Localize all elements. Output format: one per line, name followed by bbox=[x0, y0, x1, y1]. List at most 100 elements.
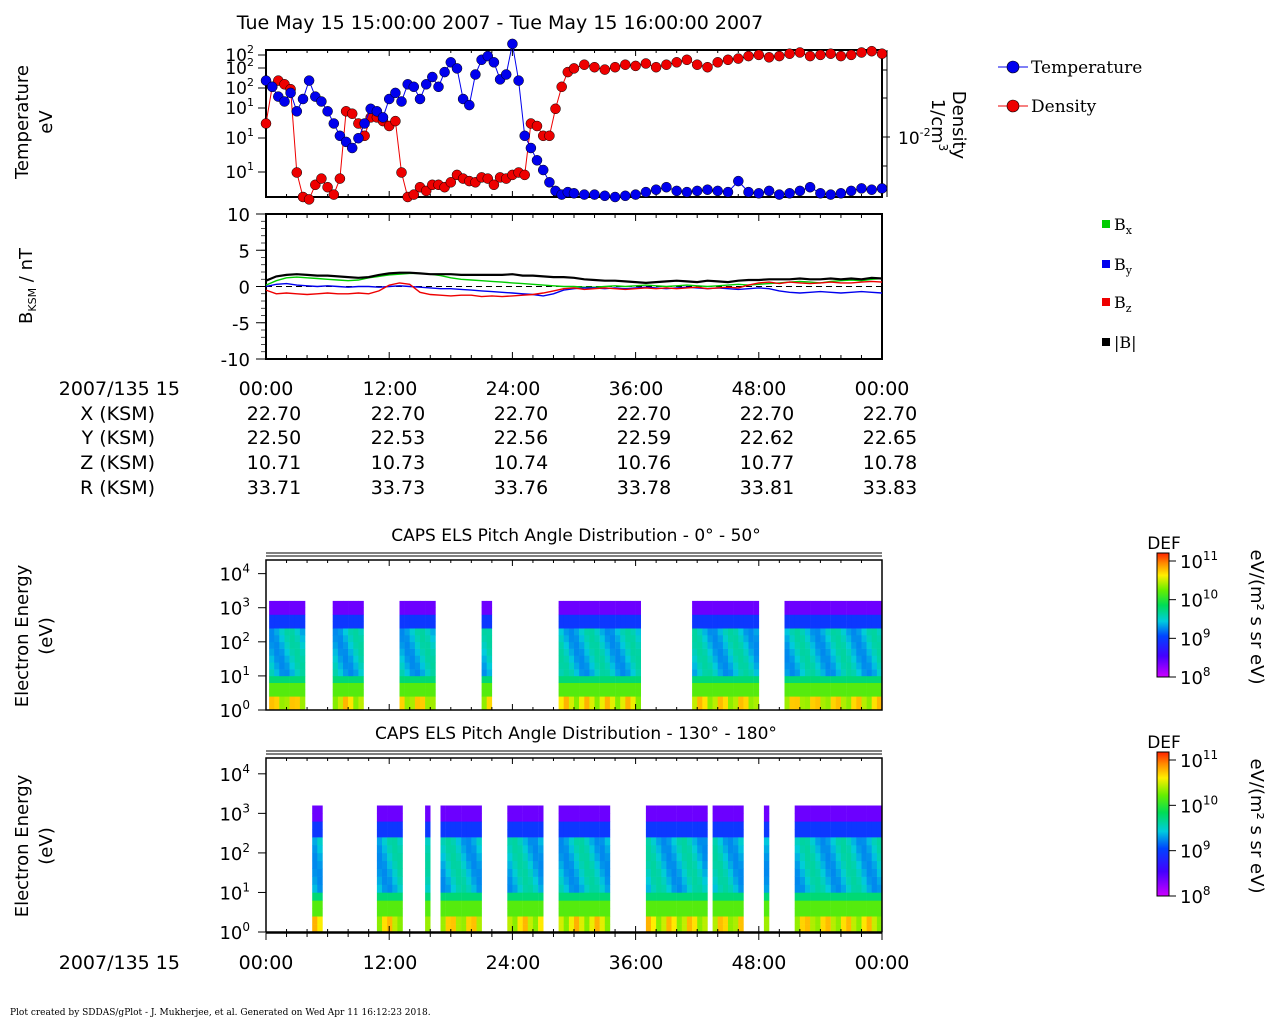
spectrogram-cell bbox=[574, 876, 580, 885]
spectrogram-cell bbox=[861, 600, 867, 608]
spectrogram-cell bbox=[609, 607, 616, 615]
spectrogram-cell bbox=[825, 860, 831, 869]
spectrogram-cell bbox=[805, 829, 811, 838]
spectrogram-cell bbox=[527, 900, 534, 909]
spectrogram-cell bbox=[835, 860, 842, 869]
spectrogram-cell bbox=[294, 641, 301, 649]
spectrogram-cell bbox=[620, 682, 626, 690]
spectrogram-cell bbox=[851, 675, 857, 683]
spectrogram-cell bbox=[820, 837, 826, 846]
spectrogram-cell bbox=[425, 924, 431, 933]
spectrogram-cell bbox=[397, 924, 403, 933]
spectrogram-cell bbox=[805, 821, 811, 830]
spectrogram-cell bbox=[635, 614, 641, 622]
spectrogram-cell bbox=[794, 696, 801, 704]
spectrogram-cell bbox=[532, 876, 539, 885]
spectrogram-cell bbox=[656, 805, 662, 814]
spectrogram-cell bbox=[738, 703, 744, 711]
spectrogram-cell bbox=[871, 703, 878, 711]
spectrogram-cell bbox=[387, 900, 393, 909]
spectrogram-cell bbox=[568, 813, 575, 822]
spectrogram-cell bbox=[332, 628, 339, 636]
spectrogram-cell bbox=[866, 837, 872, 846]
spectrogram-cell bbox=[789, 703, 795, 711]
spectrogram-cell bbox=[728, 621, 734, 629]
spectrogram-cell bbox=[274, 648, 280, 656]
spectrogram-cell bbox=[376, 860, 383, 869]
temperature-point bbox=[525, 142, 537, 154]
spectrogram-cell bbox=[609, 703, 616, 711]
spectrogram-cell bbox=[738, 607, 744, 615]
spectrogram-cell bbox=[574, 703, 580, 711]
spectrogram-cell bbox=[702, 845, 708, 854]
spectrogram-cell bbox=[686, 860, 693, 869]
spectrogram-cell bbox=[279, 614, 285, 622]
spectrogram-cell bbox=[574, 908, 580, 917]
panel-pad-130-180: CAPS ELS Pitch Angle Distribution - 130°… bbox=[12, 724, 883, 944]
bottom-time-axis: 2007/135 15 00:00 12:00 24:00 36:00 48:00 00:0… bbox=[59, 932, 909, 974]
spectrogram-cell bbox=[584, 876, 590, 885]
spectrogram-cell bbox=[445, 813, 452, 822]
spectrogram-cell bbox=[512, 884, 518, 893]
spectrogram-cell bbox=[392, 860, 398, 869]
spectrogram-cell bbox=[835, 829, 842, 838]
spectrogram-cell bbox=[594, 845, 600, 854]
spectrogram-cell bbox=[476, 821, 482, 830]
spectrogram-cell bbox=[748, 635, 754, 643]
spectrogram-cell bbox=[532, 884, 539, 893]
spectrogram-cell bbox=[517, 868, 523, 877]
spectrogram-cell bbox=[625, 607, 631, 615]
spectrogram-cell bbox=[846, 641, 852, 649]
spectrogram-cell bbox=[645, 900, 652, 909]
temperature-point bbox=[630, 189, 641, 200]
spectrogram-cell bbox=[382, 916, 388, 925]
spectrogram-cell bbox=[284, 696, 290, 704]
spectrogram-cell bbox=[810, 829, 816, 838]
spectrogram-cell bbox=[794, 884, 801, 893]
spectrogram-cell bbox=[584, 655, 590, 663]
spectrogram-cell bbox=[440, 892, 446, 901]
legend-density-marker bbox=[1006, 99, 1020, 113]
spectrogram-cell bbox=[584, 675, 590, 683]
spectrogram-cell bbox=[527, 821, 534, 830]
energy-tick-label: 104 bbox=[219, 562, 250, 586]
spectrogram-cell bbox=[594, 876, 600, 885]
spectrogram-cell bbox=[466, 916, 472, 925]
spectrogram-cell bbox=[574, 900, 580, 909]
spectrogram-cell bbox=[620, 621, 626, 629]
spectrogram-cell bbox=[269, 689, 275, 697]
spectrogram-cell bbox=[861, 682, 867, 690]
spectrogram-cell bbox=[299, 689, 306, 697]
spectrogram-cell bbox=[671, 916, 677, 925]
temperature-point bbox=[609, 191, 621, 203]
spectrogram-cell bbox=[697, 600, 703, 608]
spectrogram-cell bbox=[697, 635, 703, 643]
spectrogram-cell bbox=[445, 868, 452, 877]
spectrogram-cell bbox=[522, 876, 529, 885]
spectrogram-cell bbox=[712, 813, 718, 822]
spectrogram-cell bbox=[589, 924, 595, 933]
density-point bbox=[640, 58, 652, 69]
spectrogram-cell bbox=[312, 916, 318, 925]
spectrogram-cell bbox=[738, 845, 744, 854]
spectrogram-cell bbox=[584, 607, 590, 615]
spectrogram-cell bbox=[651, 892, 657, 901]
spectrogram-cell bbox=[866, 669, 872, 677]
spectrogram-cell bbox=[743, 682, 749, 690]
bottom-time-label: 48:00 bbox=[732, 952, 787, 974]
spectrogram-cell bbox=[733, 884, 739, 893]
spectrogram-cell bbox=[312, 868, 318, 877]
spectrogram-cell bbox=[353, 662, 359, 670]
spectrogram-cell bbox=[871, 813, 878, 822]
spectrogram-cell bbox=[789, 682, 795, 690]
spectrogram-segment bbox=[440, 805, 482, 933]
spectrogram-cell bbox=[568, 635, 575, 643]
spectrogram-cell bbox=[733, 662, 739, 670]
spectrogram-cell bbox=[784, 628, 790, 636]
spectrogram-cell bbox=[584, 916, 590, 925]
spectrogram-cell bbox=[835, 908, 842, 917]
spectrogram-cell bbox=[799, 689, 806, 697]
spectrogram-cell bbox=[805, 614, 811, 622]
spectrogram-cell bbox=[866, 813, 872, 822]
spectrogram-cell bbox=[871, 600, 878, 608]
